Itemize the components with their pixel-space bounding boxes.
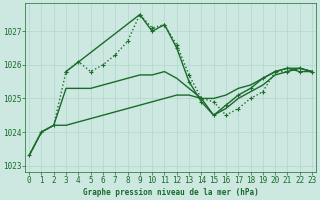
X-axis label: Graphe pression niveau de la mer (hPa): Graphe pression niveau de la mer (hPa): [83, 188, 259, 197]
